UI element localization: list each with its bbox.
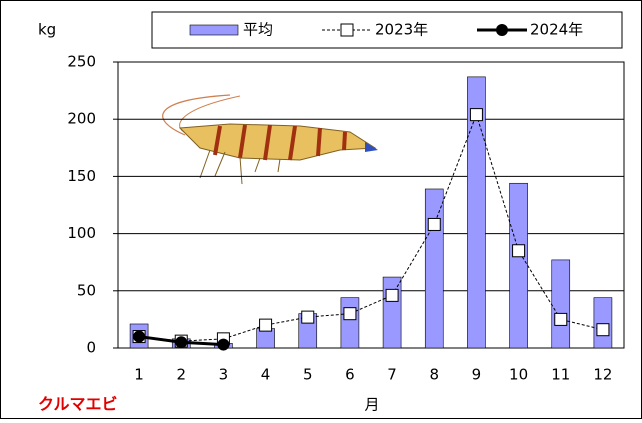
x-tick-label: 3: [219, 366, 229, 384]
legend-label: 平均: [243, 21, 273, 39]
legend-marker: [496, 24, 508, 36]
x-tick-label: 5: [303, 366, 313, 384]
marker: [260, 319, 272, 331]
bar: [552, 260, 570, 348]
x-tick-label: 7: [387, 366, 397, 384]
marker: [386, 289, 398, 301]
species-label: クルマエビ: [38, 395, 118, 414]
bar: [383, 277, 401, 348]
bar: [594, 298, 612, 348]
y-tick-label: 0: [86, 339, 96, 357]
y-unit: kg: [38, 21, 56, 39]
legend-label: 2024年: [530, 21, 583, 39]
marker: [133, 331, 145, 343]
x-tick-label: 1: [134, 366, 144, 384]
y-tick-label: 100: [67, 224, 96, 242]
bar: [510, 183, 528, 348]
bar: [341, 298, 359, 348]
marker: [597, 324, 609, 336]
y-tick-label: 250: [67, 53, 96, 71]
y-tick-label: 150: [67, 167, 96, 185]
legend-swatch: [190, 25, 238, 35]
marker: [175, 336, 187, 348]
y-tick-label: 200: [67, 110, 96, 128]
x-tick-label: 11: [551, 366, 570, 384]
chart: kg 月 クルマエビ 05010015020025012345678910111…: [0, 0, 642, 419]
legend-label: 2023年: [375, 21, 428, 39]
x-tick-label: 2: [176, 366, 186, 384]
x-tick-label: 9: [472, 366, 482, 384]
x-tick-label: 8: [429, 366, 439, 384]
y-tick-label: 50: [77, 281, 96, 299]
marker: [344, 308, 356, 320]
bar: [425, 189, 443, 348]
x-tick-label: 10: [509, 366, 528, 384]
marker: [513, 245, 525, 257]
x-tick-label: 12: [593, 366, 612, 384]
marker: [302, 311, 314, 323]
legend-marker: [341, 24, 353, 36]
marker: [217, 339, 229, 351]
x-tick-label: 6: [345, 366, 355, 384]
frame: [1, 1, 642, 419]
marker: [555, 313, 567, 325]
marker: [428, 218, 440, 230]
marker: [470, 109, 482, 121]
x-axis-label: 月: [364, 396, 379, 414]
x-tick-label: 4: [261, 366, 271, 384]
